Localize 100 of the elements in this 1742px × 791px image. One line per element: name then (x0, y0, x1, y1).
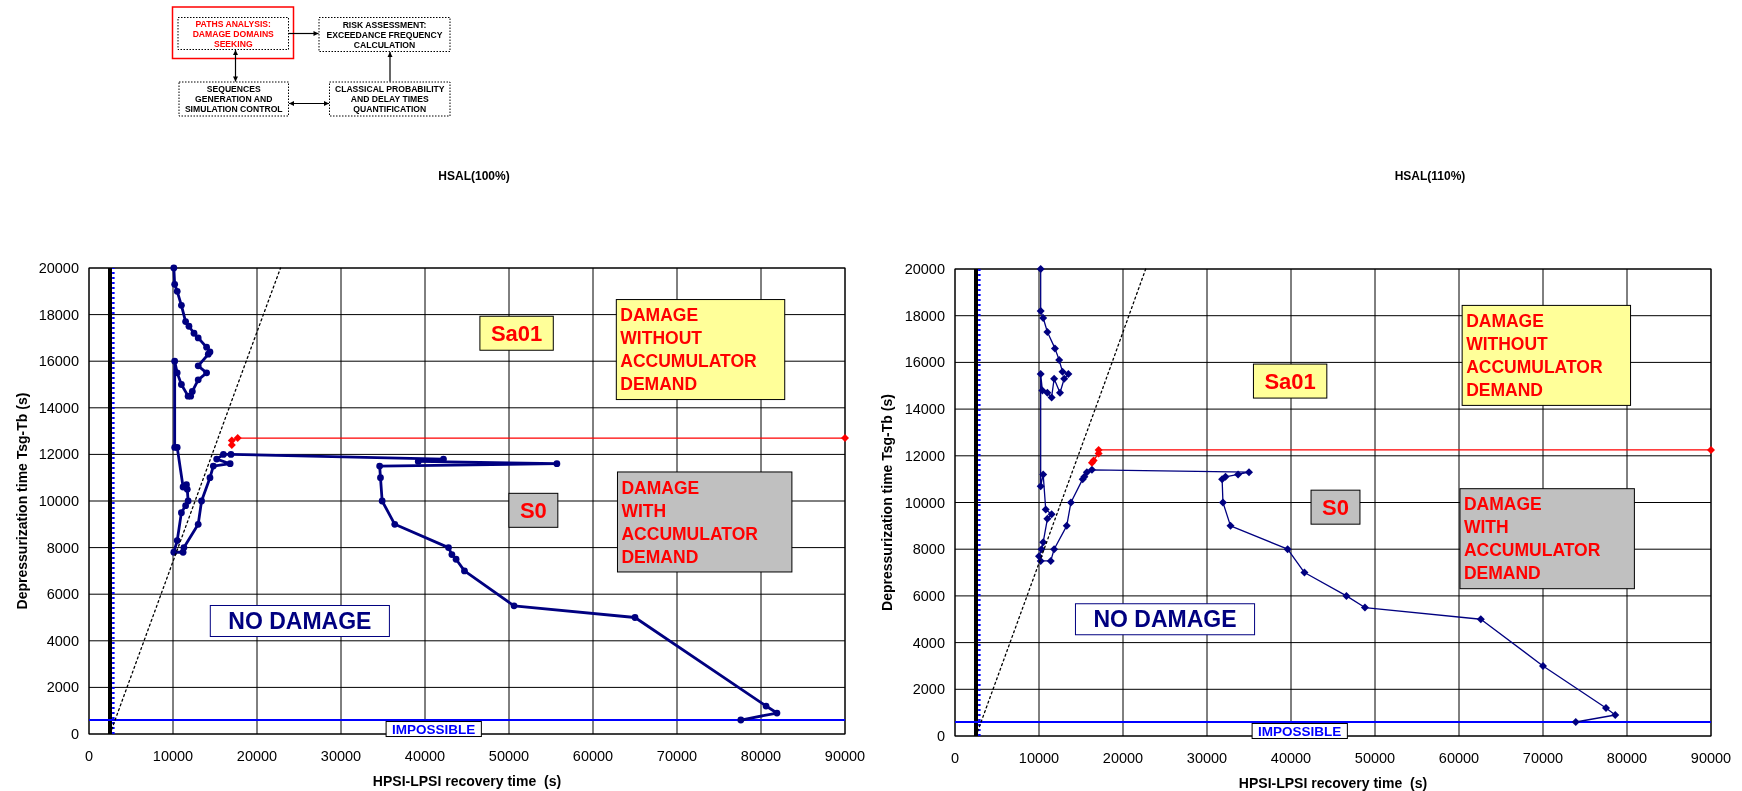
point (841, 434, 849, 443)
point (762, 702, 770, 710)
point (1707, 445, 1715, 454)
y-tick-label: 14000 (38, 399, 79, 416)
y-tick-label: 14000 (904, 401, 945, 418)
point (173, 287, 181, 295)
x-tick-label: 70000 (1522, 750, 1564, 766)
point (173, 369, 181, 377)
annotation: NO DAMAGE (228, 608, 372, 635)
point (1476, 615, 1485, 624)
y-tick-label: 20000 (38, 260, 79, 276)
point (226, 460, 234, 468)
annotation: DAMAGE WITH ACCUMULATOR DEMAND (621, 477, 759, 567)
point (206, 474, 214, 482)
point (510, 602, 518, 610)
x-tick-label: 80000 (1606, 750, 1648, 766)
y-axis-title: Depressurization time Tsg-Tb (s) (14, 392, 30, 610)
y-tick-label: 6000 (46, 586, 79, 603)
y-tick-label: 12000 (38, 446, 79, 463)
point (180, 544, 188, 551)
point (194, 362, 202, 370)
point (182, 502, 189, 510)
x-tick-label: 80000 (740, 748, 782, 764)
annotation: DAMAGE WITH ACCUMULATOR DEMAND (1463, 494, 1601, 584)
point (185, 322, 193, 330)
point (209, 462, 217, 470)
ref-line-label: IMPOSSIBLE (392, 722, 476, 738)
x-tick-label: 60000 (1438, 750, 1480, 766)
text: CLASSICAL PROBABILITY AND DELAY TIMES QUANTIFICATION (334, 84, 445, 115)
point (1060, 374, 1069, 383)
chart-title: HSAL(110%) (1394, 169, 1466, 183)
y-tick-label: 8000 (912, 541, 945, 558)
point (170, 548, 178, 556)
y-tick-label: 18000 (38, 306, 79, 323)
annotation: DAMAGE WITHOUT ACCUMULATOR DEMAND (1466, 311, 1603, 401)
x-tick-label: 40000 (1270, 750, 1312, 766)
point (194, 520, 202, 528)
point (1037, 545, 1046, 554)
point (1036, 265, 1045, 273)
text: RISK ASSESSMENT: EXCEEDANCE FREQUENCY CALCULATION (326, 19, 443, 50)
point (227, 451, 235, 458)
point (1036, 482, 1045, 491)
annotation: Sa01 (1264, 368, 1316, 394)
point (1062, 521, 1071, 530)
annotation: Sa01 (490, 321, 543, 347)
text: PATHS ANALYSIS: DAMAGE DOMAINS SEEKING (192, 18, 275, 49)
x-tick-label: 10000 (152, 748, 194, 764)
point (1360, 603, 1369, 612)
point (1245, 468, 1253, 477)
annotation: S0 (519, 498, 547, 524)
point (391, 520, 399, 528)
point (1283, 545, 1292, 554)
point (170, 264, 178, 272)
x-tick-label: 10000 (1018, 750, 1060, 766)
point (1058, 367, 1067, 376)
point (1087, 465, 1096, 474)
y-axis-title: Depressurization time Tsg-Tb (s) (879, 394, 895, 611)
x-tick-label: 40000 (404, 748, 446, 764)
y-tick-label: 0 (70, 726, 79, 742)
point (1050, 545, 1059, 554)
point (178, 509, 185, 517)
point (1539, 661, 1547, 670)
point (178, 301, 185, 309)
chart-title: HSAL(100%) (438, 169, 510, 183)
point (1039, 538, 1048, 547)
y-tick-label: 10000 (38, 493, 79, 509)
point (1082, 468, 1091, 477)
point (1571, 717, 1580, 726)
point (173, 537, 181, 545)
point (1234, 470, 1243, 479)
point (1047, 510, 1056, 519)
point (377, 474, 384, 482)
point (1036, 370, 1045, 379)
x-tick-label: 90000 (824, 748, 866, 764)
point (182, 318, 189, 325)
point (1066, 498, 1075, 507)
point (194, 376, 202, 384)
x-tick-label: 30000 (320, 748, 362, 764)
point (171, 280, 179, 288)
y-tick-label: 4000 (912, 634, 945, 651)
y-tick-label: 8000 (46, 539, 79, 556)
point (1046, 556, 1055, 565)
x-tick-label: 0 (84, 748, 94, 764)
point (1043, 328, 1052, 337)
point (171, 357, 179, 365)
x-tick-label: 90000 (1690, 750, 1732, 766)
point (376, 462, 384, 470)
point (452, 555, 460, 563)
point (448, 551, 456, 558)
point (1226, 521, 1235, 530)
point (1056, 388, 1064, 397)
point (631, 614, 639, 621)
y-tick-label: 18000 (904, 307, 945, 324)
y-tick-label: 16000 (38, 353, 79, 370)
x-tick-label: 0 (950, 750, 960, 766)
point (445, 544, 452, 551)
point (773, 709, 781, 717)
y-tick-label: 4000 (46, 632, 79, 649)
point (1218, 498, 1227, 507)
point (178, 381, 185, 388)
